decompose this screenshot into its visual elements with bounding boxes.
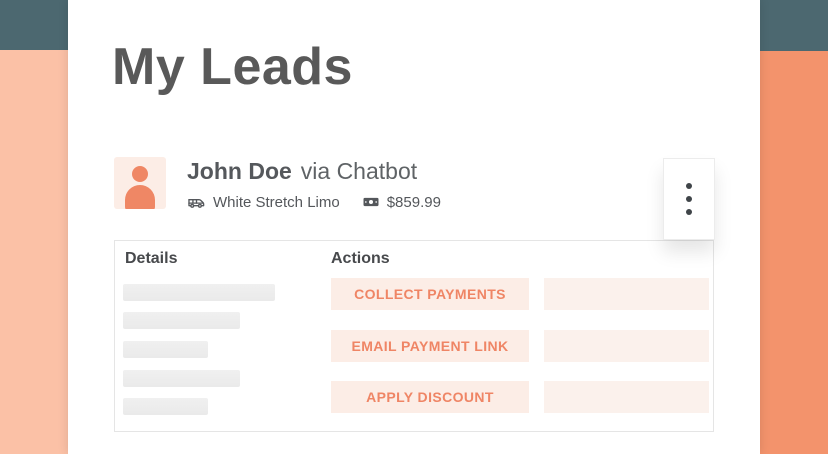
background-right-column [760,0,828,454]
limo-icon [187,193,206,212]
lead-name-bold: John Doe [187,158,292,184]
apply-discount-button[interactable]: APPLY DISCOUNT [331,381,529,413]
collect-payments-button[interactable]: COLLECT PAYMENTS [331,278,529,310]
email-payment-link-button[interactable]: EMAIL PAYMENT LINK [331,330,529,362]
actions-header: Actions [331,250,390,267]
lead-source: via Chatbot [300,158,418,184]
action-placeholder [544,330,709,362]
background-teal-top-left [0,0,68,50]
action-placeholder [544,278,709,310]
details-skeleton-bar [123,284,275,301]
lead-meta-row: White Stretch Limo $859.99 [187,191,441,213]
background-teal-top-right [760,0,828,51]
action-placeholder [544,381,709,413]
details-skeleton-bar [123,370,240,387]
details-skeleton-bar [123,398,208,415]
kebab-menu-icon [686,183,692,215]
details-header: Details [125,250,178,267]
lead-details-panel: Details Actions COLLECT PAYMENTS EMAIL P… [114,240,714,432]
background-left-column [0,0,68,454]
banknote-icon [362,193,380,211]
main-card: My Leads John Doe via Chatbot Wh [68,0,760,454]
details-skeleton-bar [123,312,240,329]
details-skeleton-bar [123,341,208,358]
lead-name: John Doe via Chatbot [187,157,417,185]
lead-vehicle: White Stretch Limo [213,193,340,211]
more-options-button[interactable] [663,158,715,240]
avatar [114,157,166,209]
page-title: My Leads [112,38,353,96]
lead-price: $859.99 [386,193,441,211]
